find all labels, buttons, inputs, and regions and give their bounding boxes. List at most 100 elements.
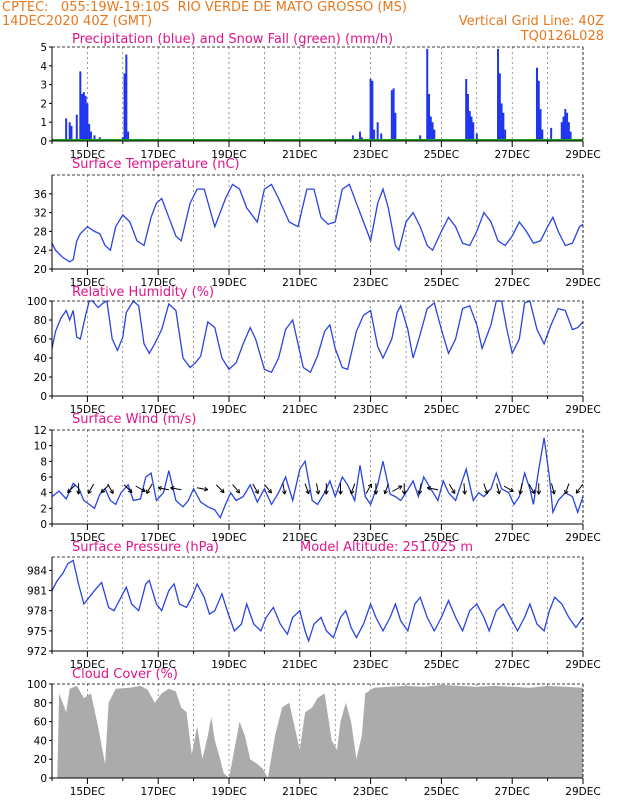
pressure-xtick-label: 17DEC (140, 659, 175, 671)
precip-bar (358, 131, 361, 141)
wind-arrow-head (367, 483, 372, 487)
wind-arrow-head (464, 490, 467, 495)
cloud-xtick-label: 27DEC (494, 786, 529, 798)
rh-xtick-label: 15DEC (70, 404, 105, 416)
wind-arrow (215, 484, 225, 493)
wind-arrow-head (317, 490, 321, 495)
precip-bar (369, 78, 372, 141)
precip-bar (81, 94, 84, 141)
wind-arrow-head (576, 491, 581, 494)
precip-xtick-label: 27DEC (494, 149, 529, 161)
wind-arrow-head (87, 491, 92, 494)
precip-bar (431, 122, 434, 141)
wind-arrow (264, 484, 272, 494)
precip-bar (65, 118, 68, 141)
wind-arrow (146, 483, 153, 494)
wind-arrow-head (157, 486, 163, 489)
wind-arrow-head (373, 490, 377, 495)
wind-arrow-head (101, 491, 106, 494)
wind-arrow-head (67, 491, 72, 494)
wind-arrow (564, 483, 570, 495)
wind-arrow (158, 487, 170, 491)
wind-ytick-label: 4 (40, 488, 47, 500)
cloud-ytick-label: 20 (34, 754, 47, 766)
precip-bar (566, 112, 569, 141)
wind-arrow (123, 484, 133, 493)
wind-arrow (519, 483, 523, 495)
wind-arrow-head (284, 490, 287, 495)
rh-title: Relative Humidity (%) (72, 285, 214, 300)
rh-ytick-label: 100 (27, 296, 47, 308)
temp-xtick-label: 15DEC (70, 277, 105, 289)
pressure-title: Surface Pressure (hPa) (72, 540, 219, 555)
pressure-ytick-label: 984 (27, 565, 47, 577)
precip-bar (466, 94, 469, 141)
wind-arrow-head (518, 490, 521, 495)
wind-arrow (392, 485, 403, 492)
precip-bar (394, 112, 397, 141)
precip-xtick-label: 15DEC (70, 149, 105, 161)
wind-arrow (448, 483, 456, 494)
temp-xtick-label: 25DEC (424, 277, 459, 289)
wind-arrow-head (146, 491, 151, 494)
wind-arrow-head (551, 490, 555, 495)
rh-xtick-label: 25DEC (424, 404, 459, 416)
pressure-line (51, 559, 584, 643)
precip-bar (351, 135, 354, 141)
rh-ytick-label: 60 (34, 334, 47, 346)
wind-arrow (384, 483, 389, 495)
wind-arrow-head (417, 490, 420, 495)
rh-xtick-label: 17DEC (140, 404, 175, 416)
temp-ytick-label: 24 (34, 245, 48, 257)
precip-bar (68, 122, 71, 141)
wind-arrow-head (418, 490, 423, 495)
cloud-ytick-label: 100 (27, 679, 47, 691)
precip-bar (392, 88, 395, 141)
precip-bar (500, 103, 503, 141)
cloud-ytick-label: 60 (34, 717, 47, 729)
precip-bar (371, 80, 374, 141)
wind-arrow (282, 483, 286, 495)
wind-arrow-head (305, 490, 310, 495)
pressure-xtick-label: 25DEC (424, 659, 459, 671)
wind-arrow (503, 485, 514, 492)
cloud-cover-area (52, 684, 583, 778)
wind-arrow-head (338, 490, 341, 495)
wind-arrow-head (340, 490, 343, 495)
precip-ytick-label: 2 (40, 98, 47, 110)
wind-arrow-head (498, 490, 501, 495)
rh-xtick-label: 29DEC (565, 404, 600, 416)
wind-ytick-label: 0 (40, 519, 47, 531)
wind-ytick-label: 2 (40, 503, 47, 515)
wind-arrow (304, 483, 310, 495)
wind-arrow (232, 484, 240, 494)
precip-ytick-label: 0 (40, 136, 47, 148)
precip-bar (123, 73, 126, 141)
precip-bar (390, 90, 393, 141)
wind-arrow-head (130, 488, 133, 493)
precip-xtick-label: 19DEC (211, 149, 246, 161)
wind-xtick-label: 27DEC (494, 532, 529, 544)
wind-arrow-head (76, 490, 79, 495)
wind-arrow (350, 483, 356, 495)
wind-arrow-head (484, 490, 488, 495)
wind-arrow-head (315, 490, 319, 495)
wind-ytick-label: 12 (34, 425, 47, 437)
precip-xtick-label: 21DEC (282, 149, 317, 161)
wind-arrow-head (496, 490, 500, 495)
wind-arrow-head (170, 486, 175, 489)
wind-arrow-head (403, 490, 407, 495)
wind-arrow-head (426, 486, 432, 489)
wind-arrow-head (384, 490, 388, 495)
wind-arrow-head (204, 486, 209, 491)
wind-arrow-head (383, 489, 386, 494)
wind-arrow (427, 487, 439, 491)
cloud-xtick-label: 25DEC (424, 786, 459, 798)
precip-xtick-label: 23DEC (353, 149, 388, 161)
rh-ytick-label: 40 (34, 353, 47, 365)
pressure-ytick-label: 981 (27, 586, 47, 598)
wind-arrow-head (78, 490, 81, 495)
wind-arrow-head (350, 490, 355, 495)
wind-arrow (170, 487, 182, 491)
